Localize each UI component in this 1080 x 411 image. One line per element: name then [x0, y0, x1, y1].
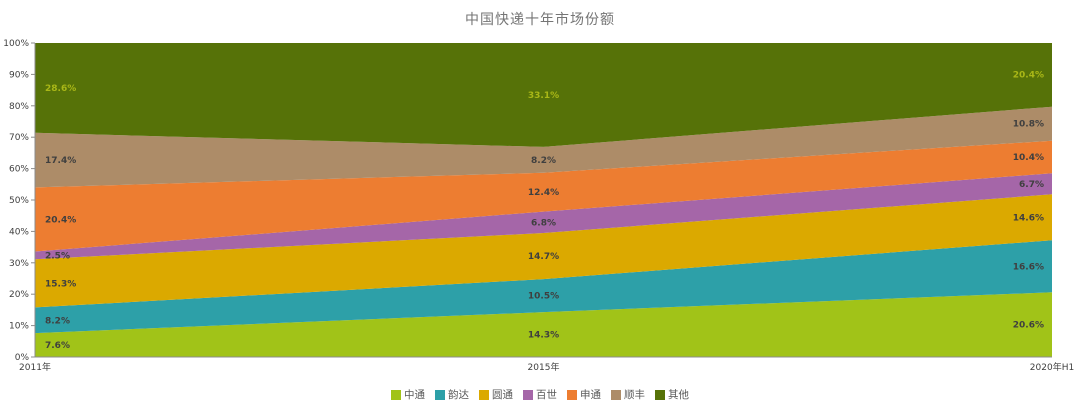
- y-axis-label: 80%: [9, 102, 29, 112]
- legend-label: 申通: [580, 389, 601, 401]
- series-area-4: [35, 173, 1052, 260]
- series-area-7: [35, 43, 1052, 147]
- data-label: 28.6%: [45, 84, 76, 94]
- chart-legend: 中通 韵达 圆通 百世 申通 顺丰 其他: [0, 388, 1080, 404]
- data-label: 17.4%: [45, 156, 76, 166]
- legend-swatch: [567, 390, 577, 400]
- legend-swatch: [611, 390, 621, 400]
- legend-swatch: [523, 390, 533, 400]
- data-label: 12.4%: [528, 188, 559, 198]
- data-label: 8.2%: [45, 316, 70, 326]
- x-axis-label: 2011年: [19, 361, 51, 373]
- y-axis-label: 100%: [3, 39, 29, 49]
- legend-item-4[interactable]: 百世: [523, 388, 557, 402]
- legend-label: 韵达: [448, 389, 469, 401]
- series-area-6: [35, 106, 1052, 188]
- legend-item-6[interactable]: 顺丰: [611, 388, 645, 402]
- legend-label: 圆通: [492, 389, 513, 401]
- data-label: 20.4%: [45, 216, 76, 226]
- data-label: 6.7%: [1019, 180, 1044, 190]
- data-label: 7.6%: [45, 341, 70, 351]
- legend-swatch: [655, 390, 665, 400]
- data-label: 20.6%: [1013, 321, 1044, 331]
- legend-label: 其他: [668, 389, 689, 401]
- legend-item-5[interactable]: 申通: [567, 388, 601, 402]
- data-label: 10.4%: [1013, 153, 1044, 163]
- data-label: 15.3%: [45, 279, 76, 289]
- y-axis-label: 40%: [9, 227, 29, 237]
- y-axis-label: 30%: [9, 259, 29, 269]
- y-axis-label: 60%: [9, 165, 29, 175]
- legend-item-7[interactable]: 其他: [655, 388, 689, 402]
- legend-item-3[interactable]: 圆通: [479, 388, 513, 402]
- legend-label: 中通: [404, 389, 425, 401]
- series-area-1: [35, 292, 1052, 357]
- legend-label: 顺丰: [624, 389, 645, 401]
- data-label: 10.8%: [1013, 120, 1044, 130]
- series-area-5: [35, 140, 1052, 252]
- data-label: 14.3%: [528, 331, 559, 341]
- data-label: 10.5%: [528, 292, 559, 302]
- y-axis-label: 50%: [9, 196, 29, 206]
- x-axis-label: 2015年: [528, 361, 560, 373]
- data-label: 8.2%: [531, 156, 556, 166]
- data-label: 14.6%: [1013, 213, 1044, 223]
- data-label: 20.4%: [1013, 71, 1044, 81]
- y-axis-label: 0%: [15, 353, 30, 363]
- legend-swatch: [435, 390, 445, 400]
- y-axis-label: 10%: [9, 322, 29, 332]
- series-area-3: [35, 194, 1052, 308]
- legend-swatch: [479, 390, 489, 400]
- y-axis-label: 20%: [9, 290, 29, 300]
- legend-swatch: [391, 390, 401, 400]
- x-axis-label: 2020年H1: [1030, 361, 1074, 373]
- data-label: 16.6%: [1013, 262, 1044, 272]
- data-label: 33.1%: [528, 91, 559, 101]
- y-axis-label: 70%: [9, 133, 29, 143]
- data-label: 2.5%: [45, 251, 70, 261]
- series-area-2: [35, 240, 1052, 334]
- y-axis-label: 90%: [9, 70, 29, 80]
- chart-title: 中国快递十年市场份额: [465, 12, 615, 28]
- data-label: 6.8%: [531, 218, 556, 228]
- legend-item-1[interactable]: 中通: [391, 388, 425, 402]
- legend-label: 百世: [536, 389, 557, 401]
- data-label: 14.7%: [528, 252, 559, 262]
- legend-item-2[interactable]: 韵达: [435, 388, 469, 402]
